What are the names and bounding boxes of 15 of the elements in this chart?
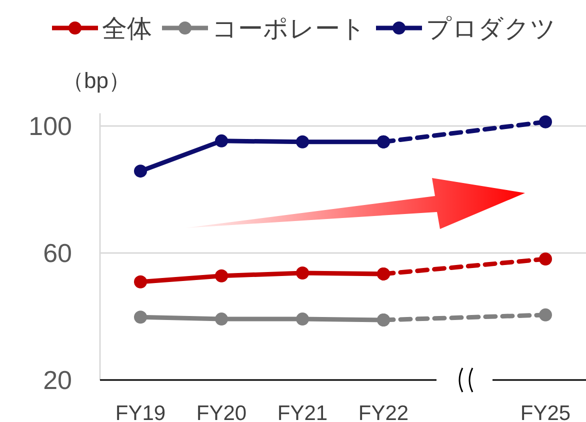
x-tick-label: FY19 (115, 402, 166, 422)
legend-label: 全体 (102, 15, 152, 43)
x-tick-label: FY22 (358, 402, 409, 422)
x-tick-label: FY20 (196, 402, 247, 422)
x-tick-label: FY25 (520, 402, 571, 422)
legend-label: コーポレート (212, 15, 366, 43)
y-tick-label: 20 (43, 365, 72, 395)
legend-コーポレート: コーポレート (162, 15, 366, 43)
legend-プロダクツ: プロダクツ (376, 15, 556, 43)
legend-全体: 全体 (52, 15, 152, 43)
y-axis-title: （bp） (62, 68, 130, 93)
x-tick-label: FY21 (277, 402, 328, 422)
y-tick-label: 100 (28, 111, 72, 141)
y-tick-label: 60 (43, 238, 72, 268)
legend-label: プロダクツ (426, 15, 556, 43)
